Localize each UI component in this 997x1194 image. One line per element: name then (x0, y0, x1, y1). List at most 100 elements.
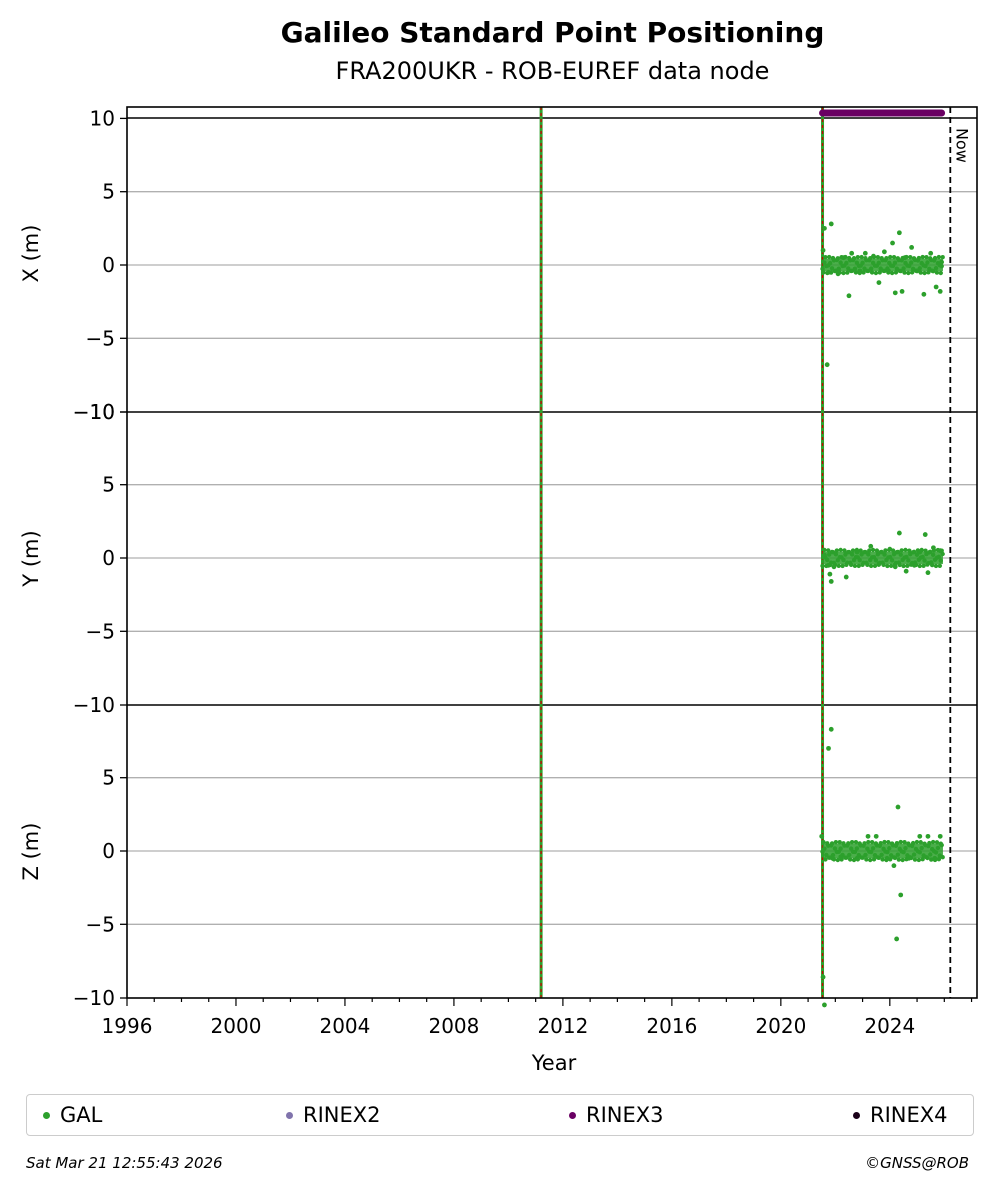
chart-subtitle: FRA200UKR - ROB-EUREF data node (335, 57, 770, 85)
y-tick-label: 5 (102, 766, 115, 790)
gal-point (877, 270, 882, 275)
gal-point (925, 260, 930, 265)
gal-point (940, 854, 945, 860)
gal-point (836, 266, 841, 271)
gal-point (888, 554, 893, 560)
gal-point (903, 568, 909, 574)
gal-point (890, 240, 895, 246)
gal-point (837, 839, 842, 845)
gal-point (821, 839, 826, 845)
gal-point (897, 562, 902, 568)
gal-point (921, 563, 926, 568)
gal-point (884, 855, 890, 861)
gal-point (924, 254, 929, 260)
y-tick-label: −10 (73, 986, 115, 1010)
gal-point (895, 852, 901, 857)
gal-point (827, 260, 833, 266)
gal-point (865, 562, 870, 568)
gal-point (822, 547, 827, 553)
x-tick-label: 2016 (646, 1014, 697, 1038)
gal-point (901, 563, 906, 569)
gal-point (933, 284, 939, 290)
gal-point (848, 562, 854, 567)
y-tick-label: −10 (73, 693, 115, 717)
gal-point (866, 839, 871, 845)
gal-point (852, 849, 858, 855)
gal-point (835, 271, 841, 277)
gal-point (909, 245, 915, 250)
gal-point (917, 563, 922, 569)
gal-point (868, 543, 874, 549)
gal-point (853, 839, 859, 845)
gal-point (916, 857, 922, 863)
x-tick-label: 2000 (211, 1014, 262, 1038)
gal-point (868, 849, 874, 855)
gal-point (881, 562, 886, 568)
gal-point (918, 840, 923, 845)
legend-marker-gal (43, 1111, 50, 1119)
gal-point (937, 288, 943, 294)
gal-point (840, 563, 845, 569)
gal-point (857, 268, 863, 274)
gal-point (925, 833, 931, 839)
gal-point (879, 549, 884, 555)
gal-point (934, 840, 940, 845)
gal-point (824, 362, 830, 368)
gal-point (932, 855, 938, 861)
gal-point (863, 852, 868, 858)
x-axis-label: Year (531, 1051, 577, 1075)
gal-point (889, 558, 895, 563)
gal-point (820, 247, 826, 253)
gal-point (828, 726, 834, 732)
legend-item-rinex2: RINEX2 (286, 1103, 381, 1127)
gal-point (870, 846, 876, 851)
gal-point (871, 857, 877, 862)
gal-point (904, 554, 909, 560)
gal-point (846, 293, 852, 299)
legend-label-rinex2: RINEX2 (303, 1103, 381, 1127)
gal-point (907, 548, 912, 553)
gal-point (876, 561, 882, 567)
gal-point (898, 892, 904, 898)
gal-point (873, 270, 879, 276)
gal-point (892, 855, 898, 861)
gal-point (920, 856, 925, 862)
legend-marker-rinex4 (853, 1111, 860, 1119)
gal-point (829, 266, 835, 271)
gal-point (880, 857, 885, 862)
gal-point (869, 270, 875, 275)
gal-point (902, 270, 907, 275)
gal-point (914, 839, 920, 845)
gal-point (826, 562, 831, 568)
gal-point (937, 833, 943, 839)
gal-point (844, 855, 849, 860)
gal-point (909, 260, 914, 265)
gal-point (928, 250, 934, 256)
gal-point (844, 260, 849, 266)
gal-point (891, 254, 897, 260)
gal-point (841, 557, 846, 563)
gal-point (843, 574, 849, 580)
gal-point (865, 833, 871, 839)
gal-point (862, 250, 868, 256)
gal-point (868, 857, 873, 863)
gal-point (878, 841, 883, 846)
gal-point (827, 571, 833, 577)
gal-point (870, 547, 876, 553)
gal-point (876, 260, 881, 265)
gal-point (940, 255, 945, 260)
gal-point (875, 254, 881, 260)
plot-frame (126, 106, 978, 999)
gal-point (932, 255, 938, 261)
y-axis-label: Z (m) (19, 823, 43, 881)
gal-point (838, 547, 843, 553)
gal-point (854, 549, 860, 555)
gal-point (917, 549, 923, 555)
x-tick-label: 2004 (319, 1014, 370, 1038)
gal-point (911, 562, 917, 568)
x-tick-label: 2008 (428, 1014, 479, 1038)
gal-point (905, 563, 910, 569)
gal-point (938, 270, 943, 276)
gal-point (910, 840, 916, 846)
